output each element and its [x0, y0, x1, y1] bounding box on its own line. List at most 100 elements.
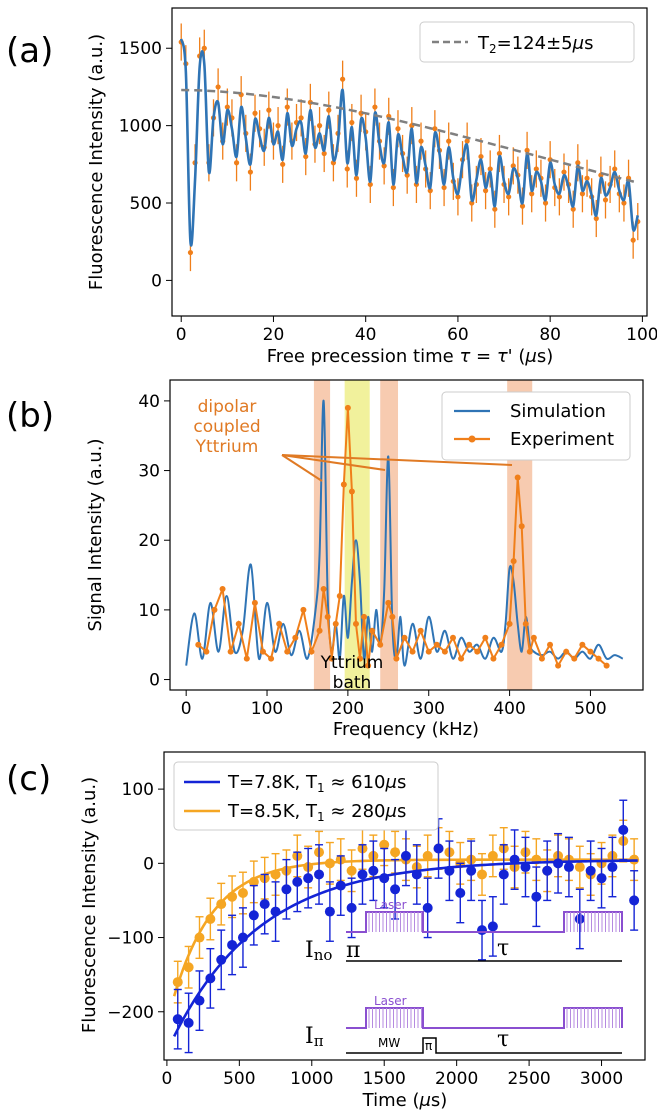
legend-c-orange-label: T=8.5K, T1 ≈ 280μs	[227, 801, 406, 824]
c-xtick-label: 1000	[290, 1069, 333, 1089]
panel-letter-c: (c)	[6, 759, 51, 799]
a-data-point	[506, 194, 512, 200]
plot-c-legend: T=7.8K, T1 ≈ 610μs T=8.5K, T1 ≈ 280μs	[173, 761, 439, 831]
c-xtick-label: 2000	[435, 1069, 478, 1089]
b-ytick-label: 10	[138, 601, 160, 621]
legend-a-label: T2=124±5μs	[477, 33, 593, 56]
c-data-point	[172, 1014, 183, 1025]
b-experiment-point	[538, 655, 545, 662]
c-data-point	[477, 869, 488, 880]
a-data-point	[353, 175, 360, 181]
a-data-point	[187, 249, 194, 256]
a-data-point	[390, 184, 396, 191]
a-data-point	[533, 166, 539, 172]
b-xtick-label: 100	[251, 699, 283, 719]
a-data-point	[395, 126, 401, 132]
a-data-point	[593, 215, 599, 222]
c-ytick-label: −200	[107, 1003, 154, 1023]
c-data-point	[607, 862, 618, 873]
plot-c-frame	[163, 751, 646, 1061]
a-data-point	[455, 194, 461, 200]
b-experiment-point	[587, 648, 594, 655]
b-experiment-point	[320, 585, 327, 592]
b-experiment-point	[530, 634, 537, 641]
a-data-point	[542, 200, 549, 206]
c-data-point	[346, 902, 357, 913]
panel-c: (c) 0 500 1000 1500 2000 2500 3000 −200 −100 0 10…	[6, 751, 646, 1111]
c-ytick-label: −100	[107, 929, 154, 949]
a-data-point	[215, 84, 221, 90]
legend-b-box	[441, 391, 631, 461]
a-data-point	[487, 166, 493, 172]
seq-row1-laser-label: Laser	[374, 898, 407, 912]
plot-a-legend: T2=124±5μs	[419, 21, 635, 63]
c-data-point	[303, 873, 314, 884]
b-experiment-point	[458, 655, 465, 662]
anno-bath: bath	[333, 673, 372, 693]
b-experiment-point	[211, 606, 218, 613]
c-xtick-label: 2500	[507, 1069, 550, 1089]
a-data-point	[381, 163, 387, 169]
b-experiment-point	[603, 662, 610, 669]
anno-arrow-2	[281, 454, 386, 471]
a-data-point	[344, 166, 350, 172]
plot-a-xticks: 0 20 40 60 80 100	[176, 316, 657, 345]
c-data-point	[618, 824, 629, 835]
b-xtick-label: 200	[332, 699, 364, 719]
plot-c-yticks: −200 −100 0 100	[107, 780, 164, 1023]
c-data-point	[477, 925, 488, 936]
plot-b-frame	[169, 379, 644, 691]
c-data-point	[585, 865, 596, 876]
plot-c-xlabel: Time (μs)	[362, 1090, 448, 1111]
c-data-point	[281, 884, 292, 895]
b-experiment-point	[490, 655, 497, 662]
plot-a-area	[178, 23, 641, 272]
seq-row2-laser-trace	[346, 1007, 623, 1029]
c-data-point	[390, 884, 401, 895]
anno-bath-yttrium: Yttrium	[320, 653, 384, 673]
b-experiment-point	[522, 620, 529, 627]
a-data-point	[266, 107, 272, 113]
c-data-point	[629, 895, 640, 906]
a-data-point	[233, 160, 240, 166]
a-data-point	[298, 115, 304, 121]
b-experiment-point	[235, 620, 242, 627]
a-data-point	[612, 166, 618, 172]
b-xtick-label: 500	[574, 699, 606, 719]
a-data-point	[316, 123, 323, 129]
b-experiment-point	[268, 655, 275, 662]
panel-b: (b) 0 100 200 300 400 500 0 10 20 30 40 Frequency…	[6, 379, 644, 740]
b-experiment-point	[357, 655, 364, 662]
b-experiment-point	[369, 627, 376, 634]
b-ytick-label: 0	[149, 671, 160, 691]
legend-c-box	[173, 761, 439, 831]
seq-row1-laser-trace	[346, 911, 623, 933]
a-data-point	[432, 126, 438, 132]
c-data-point	[259, 899, 270, 910]
c-data-point	[324, 906, 335, 917]
c-data-point	[520, 862, 531, 873]
a-data-point	[478, 153, 484, 160]
c-data-point	[563, 862, 574, 873]
a-data-point	[201, 45, 207, 51]
a-data-point	[280, 161, 286, 167]
b-experiment-point	[259, 648, 266, 655]
c-data-point	[553, 858, 564, 869]
c-data-point	[346, 865, 357, 876]
b-experiment-point	[219, 585, 226, 592]
c-data-point	[455, 888, 466, 899]
b-experiment-point	[385, 599, 392, 606]
a-data-point	[284, 104, 290, 110]
a-data-point	[584, 175, 590, 181]
c-data-point	[237, 888, 248, 899]
c-data-point	[183, 1017, 194, 1028]
c-xtick-label: 3000	[580, 1069, 623, 1089]
b-experiment-point	[425, 648, 432, 655]
anno-dipolar: dipolar	[198, 397, 257, 417]
b-experiment-point	[449, 634, 456, 641]
a-data-point	[224, 104, 230, 110]
b-experiment-point	[393, 655, 400, 662]
plot-a-ylabel: Fluorescence Intensity (a.u.)	[86, 34, 107, 290]
seq-row2-mw-trace	[346, 1037, 622, 1054]
